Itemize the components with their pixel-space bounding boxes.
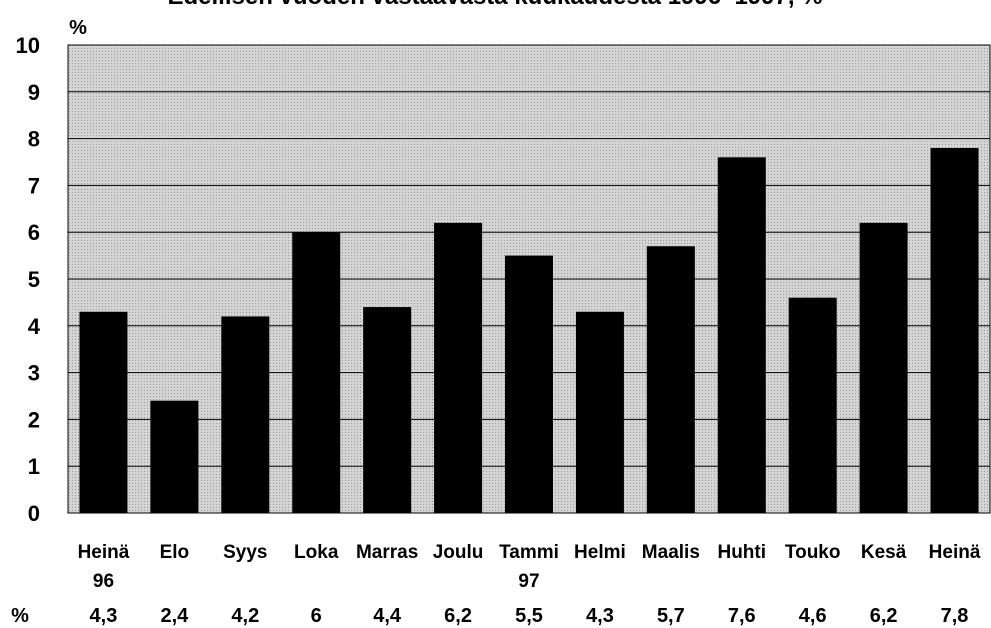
y-tick-label: 7 [28,173,40,198]
y-tick-label: 5 [28,267,40,292]
value-label: 4,3 [90,605,118,627]
x-tick-label: Kesä [861,542,907,563]
x-tick-label: Maalis [642,542,700,563]
x-tick-label: Syys [223,542,267,563]
value-label: 2,4 [160,605,189,627]
bar [505,255,553,513]
value-label: 4,6 [799,605,827,627]
x-axis-ticks: Heinä 96 Elo Syys Loka Marras Joulu Tammi 97 Helm… [78,542,981,592]
x-tick-label: Touko [785,542,841,563]
bar [575,311,624,513]
value-label: 6,2 [870,605,898,627]
bar [363,307,412,513]
chart-title: Edellisen vuoden vastaavasta kuukaudesta… [167,0,822,10]
y-tick-label: 9 [28,80,40,105]
value-label: 7,6 [728,605,756,627]
bar [859,222,908,513]
value-row-label: % [11,605,29,627]
value-label: 5,5 [515,605,543,627]
y-tick-label: 2 [28,407,40,432]
y-tick-label: 4 [28,314,41,339]
value-label: 4,4 [373,605,402,627]
bar [292,232,341,513]
x-tick-label: Helmi [574,542,626,563]
x-tick-sublabel: 97 [518,571,539,592]
x-tick-label: Joulu [433,542,484,563]
x-tick-label: Heinä [78,542,130,563]
bar [930,147,979,513]
bars [79,147,979,514]
x-tick-label: Heinä [929,542,981,563]
value-label: 4,2 [231,605,259,627]
y-tick-label: 10 [16,33,40,58]
value-label: 5,7 [657,605,685,627]
y-tick-label: 3 [28,361,40,386]
x-tick-label: Loka [294,542,339,563]
y-axis-unit-label: % [69,17,87,39]
x-tick-label: Elo [160,542,190,563]
bar [646,246,695,514]
bar [717,157,766,513]
value-label: 7,8 [941,605,969,627]
y-tick-label: 8 [28,127,40,152]
y-tick-label: 1 [28,454,40,479]
value-label: 6,2 [444,605,472,627]
value-label: 4,3 [586,605,614,627]
y-tick-label: 0 [28,501,40,526]
x-tick-label: Huhti [717,542,766,563]
x-tick-label: Marras [356,542,418,563]
y-axis-ticks: 0 1 2 3 4 5 6 7 8 9 10 [16,33,41,526]
x-tick-sublabel: 96 [93,571,114,592]
bar [79,311,128,513]
bar [150,400,199,513]
bar [434,222,483,513]
bar [788,297,837,513]
bar [221,316,270,513]
y-tick-label: 6 [28,220,40,245]
value-labels: 4,3 2,4 4,2 6 4,4 6,2 5,5 4,3 5,7 7,6 4,6 6,2 7,8 [90,605,969,627]
x-tick-label: Tammi [499,542,559,563]
value-label: 6 [311,605,322,627]
